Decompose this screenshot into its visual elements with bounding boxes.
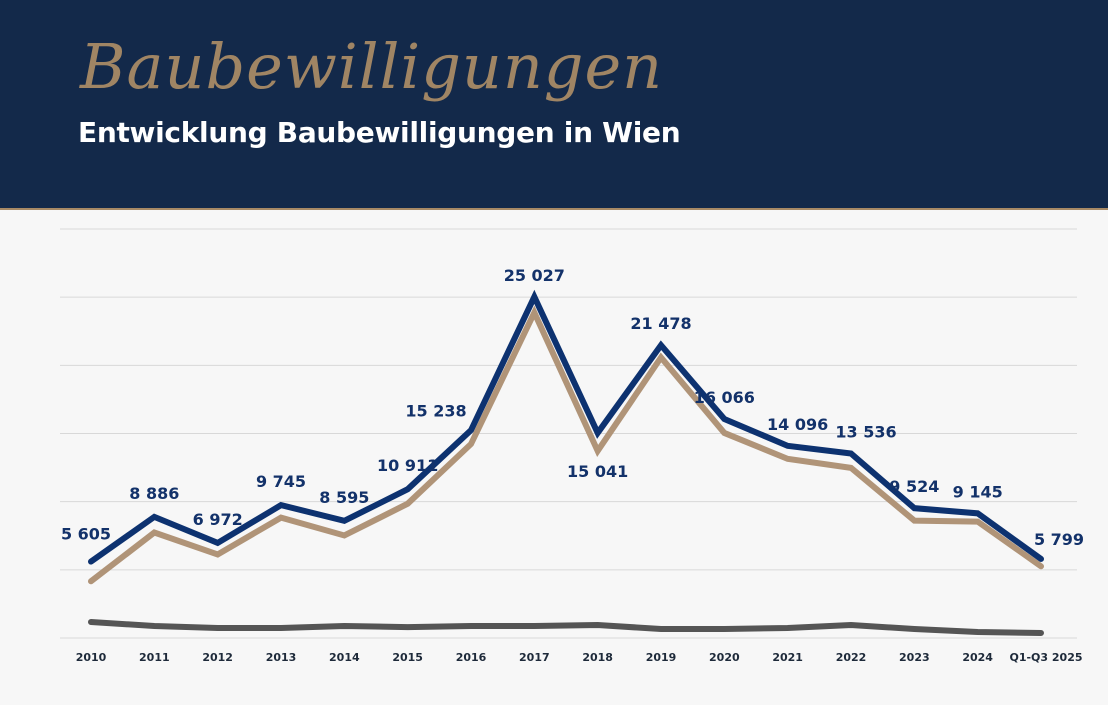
header-banner: Baubewilligungen Entwicklung Baubewillig… [0,0,1108,210]
x-tick-label: 2016 [456,651,487,664]
data-label: 14 096 [767,415,828,434]
data-label: 5 799 [1034,530,1084,549]
data-label: 9 145 [953,482,1003,501]
data-label: 16 066 [694,388,755,407]
x-tick-label: Q1-Q3 2025 [1009,651,1082,664]
x-tick-label: 2023 [899,651,930,664]
x-tick-label: 2019 [646,651,677,664]
chart-title: Entwicklung Baubewilligungen in Wien [78,116,681,149]
data-label: 9 745 [256,472,306,491]
x-tick-label: 2020 [709,651,740,664]
x-tick-label: 2010 [76,651,107,664]
data-label: 6 972 [193,510,243,529]
x-tick-label: 2018 [582,651,613,664]
x-tick-label: 2017 [519,651,550,664]
series-line-1 [88,305,1044,585]
x-tick-label: 2022 [836,651,867,664]
data-label: 8 886 [129,484,179,503]
script-title: Baubewilligungen [80,30,664,103]
x-tick-label: 2012 [202,651,233,664]
x-tick-label: 2024 [962,651,993,664]
data-label: 9 524 [889,477,939,496]
data-label: 10 911 [377,456,438,475]
x-tick-label: 2015 [392,651,423,664]
data-label: 15 041 [567,462,628,481]
data-label: 5 605 [61,525,111,544]
data-label: 25 027 [504,266,565,285]
x-tick-label: 2013 [266,651,297,664]
data-label: 15 238 [405,401,466,420]
x-tick-label: 2014 [329,651,360,664]
series-line-0 [88,289,1044,565]
data-label: 21 478 [630,314,691,333]
data-label: 13 536 [835,422,896,441]
x-tick-label: 2011 [139,651,170,664]
data-label: 8 595 [319,488,369,507]
series-line-2 [88,619,1044,636]
x-tick-label: 2021 [772,651,803,664]
